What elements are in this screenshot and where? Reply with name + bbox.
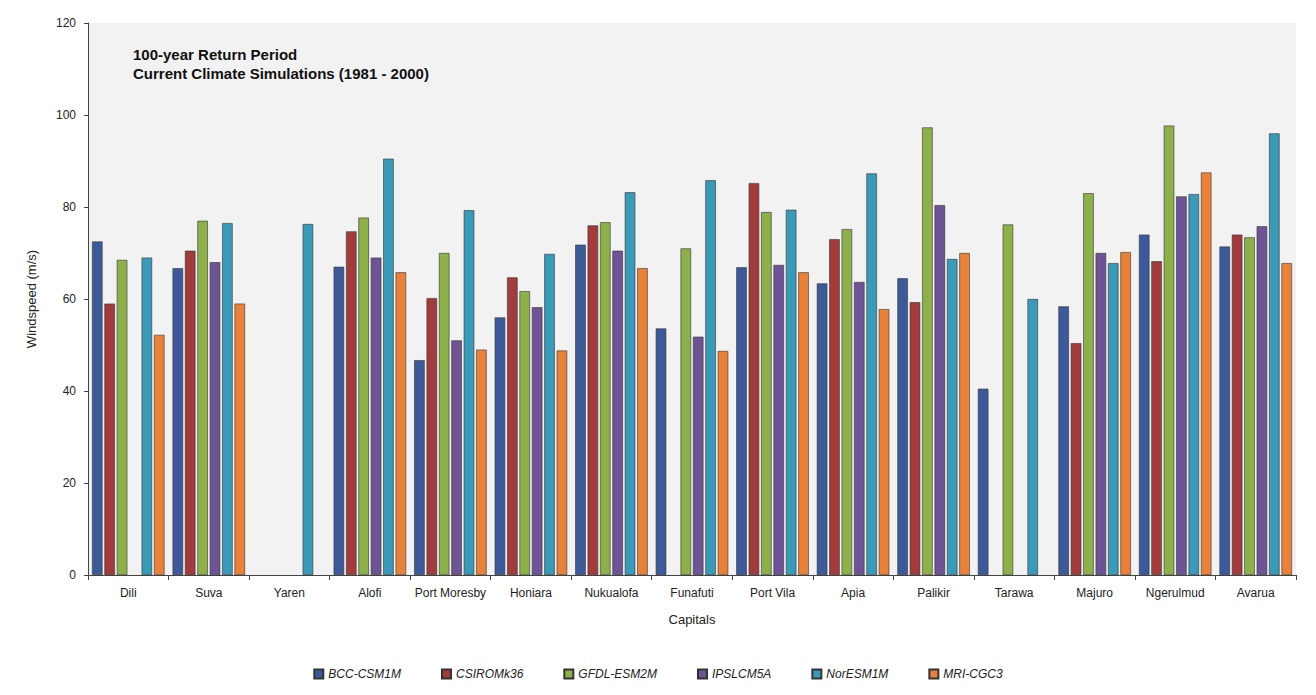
svg-text:Nukualofa: Nukualofa: [584, 586, 638, 600]
svg-text:IPSLCM5A: IPSLCM5A: [712, 667, 771, 681]
svg-text:100: 100: [56, 108, 76, 122]
svg-text:60: 60: [63, 292, 77, 306]
svg-text:Port Vila: Port Vila: [750, 586, 795, 600]
svg-text:Ngerulmud: Ngerulmud: [1146, 586, 1205, 600]
svg-text:Palikir: Palikir: [917, 586, 950, 600]
svg-text:Majuro: Majuro: [1076, 586, 1113, 600]
svg-text:80: 80: [63, 200, 77, 214]
svg-text:Port Moresby: Port Moresby: [415, 586, 486, 600]
svg-text:Alofi: Alofi: [358, 586, 381, 600]
svg-text:CSIROMk36: CSIROMk36: [456, 667, 524, 681]
svg-text:100-year Return Period: 100-year Return Period: [133, 46, 297, 63]
svg-text:Yaren: Yaren: [274, 586, 305, 600]
svg-text:Dili: Dili: [120, 586, 137, 600]
svg-text:0: 0: [69, 568, 76, 582]
svg-text:BCC-CSM1M: BCC-CSM1M: [328, 667, 401, 681]
svg-text:Funafuti: Funafuti: [670, 586, 713, 600]
svg-text:GFDL-ESM2M: GFDL-ESM2M: [578, 667, 657, 681]
svg-text:Capitals: Capitals: [669, 612, 716, 627]
svg-text:Windspeed (m/s): Windspeed (m/s): [24, 250, 39, 348]
svg-text:MRI-CGC3: MRI-CGC3: [943, 667, 1003, 681]
svg-text:Avarua: Avarua: [1237, 586, 1275, 600]
svg-text:NorESM1M: NorESM1M: [826, 667, 888, 681]
svg-text:Honiara: Honiara: [510, 586, 552, 600]
svg-text:Suva: Suva: [195, 586, 223, 600]
svg-text:Apia: Apia: [841, 586, 865, 600]
svg-text:20: 20: [63, 476, 77, 490]
svg-text:Tarawa: Tarawa: [995, 586, 1034, 600]
svg-text:Current Climate Simulations (1: Current Climate Simulations (1981 - 2000…: [133, 65, 429, 82]
svg-text:120: 120: [56, 16, 76, 30]
svg-text:40: 40: [63, 384, 77, 398]
